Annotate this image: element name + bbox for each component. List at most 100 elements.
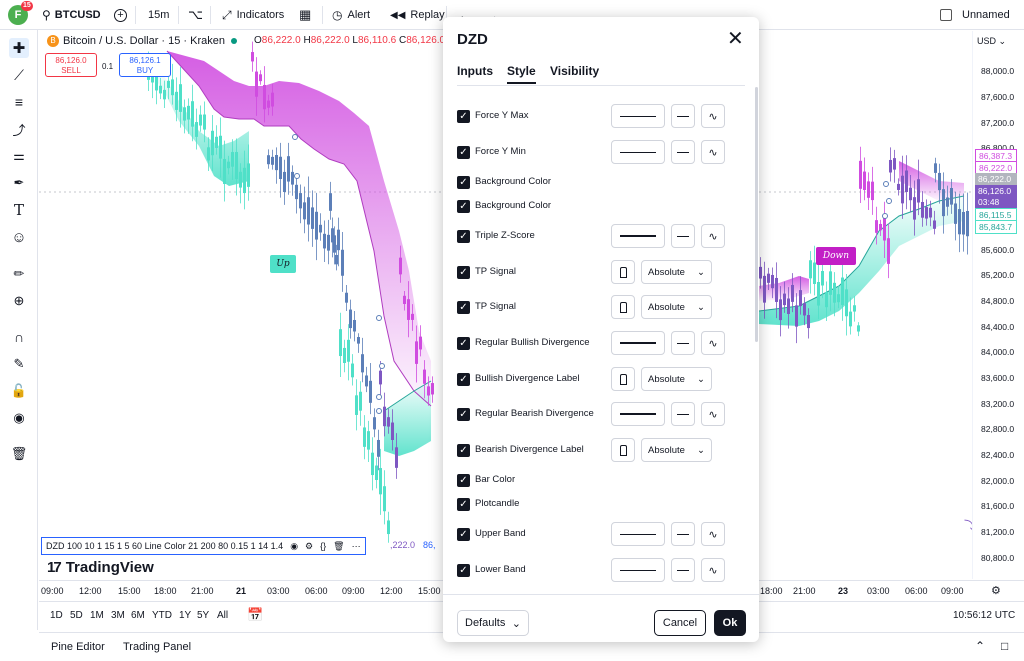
- checkbox[interactable]: ✓: [457, 473, 470, 487]
- line-width-button[interactable]: [671, 522, 695, 546]
- compare-add-button[interactable]: +: [114, 0, 127, 30]
- order-quantity[interactable]: 0.1: [102, 62, 114, 71]
- cancel-button[interactable]: Cancel: [654, 610, 706, 636]
- line-style-button[interactable]: ∿: [701, 224, 725, 248]
- maximize-panel-icon[interactable]: □: [1001, 639, 1009, 653]
- range-button-5d[interactable]: 5D: [70, 610, 83, 621]
- checkbox[interactable]: ✓: [457, 527, 470, 541]
- line-color-swatch[interactable]: [611, 558, 665, 582]
- range-button-5y[interactable]: 5Y: [197, 610, 210, 621]
- range-button-3m[interactable]: 3M: [111, 610, 125, 621]
- checkbox[interactable]: ✓: [457, 265, 470, 279]
- line-color-swatch[interactable]: [611, 224, 665, 248]
- trading-panel-tab[interactable]: Trading Panel: [123, 641, 192, 653]
- line-width-button[interactable]: [671, 558, 695, 582]
- user-avatar[interactable]: F 15: [8, 1, 33, 25]
- tab-style[interactable]: Style: [507, 64, 536, 84]
- dialog-scrollbar[interactable]: [755, 87, 758, 342]
- line-color-swatch[interactable]: [611, 402, 665, 426]
- range-button-6m[interactable]: 6M: [131, 610, 145, 621]
- eye-icon[interactable]: ◉: [290, 540, 299, 551]
- clock-display[interactable]: 10:56:12 UTC: [953, 610, 1016, 621]
- stay-in-drawing-tool[interactable]: ✎: [9, 354, 29, 374]
- sell-button[interactable]: 86,126.0 SELL: [45, 53, 97, 77]
- location-select[interactable]: Absolute ⌄: [641, 438, 712, 462]
- settings-icon[interactable]: ⚙: [305, 540, 314, 551]
- range-button-1d[interactable]: 1D: [50, 610, 63, 621]
- range-button-ytd[interactable]: YTD: [152, 610, 172, 621]
- line-color-swatch[interactable]: [611, 331, 665, 355]
- trend-line-tool[interactable]: ⟋: [9, 65, 29, 85]
- indicator-legend[interactable]: DZD 100 10 1 15 1 5 60 Line Color 21 200…: [41, 537, 366, 555]
- buy-button[interactable]: 86,126.1 BUY: [119, 53, 171, 77]
- hide-drawings-tool[interactable]: ◉: [9, 408, 29, 428]
- tradingview-logo[interactable]: 17 TradingView: [47, 559, 154, 576]
- collapse-panel-icon[interactable]: ⌃: [975, 639, 986, 653]
- price-chart-canvas[interactable]: [39, 31, 972, 579]
- magnet-tool[interactable]: ∩: [9, 327, 29, 347]
- time-axis-settings-icon[interactable]: ⚙: [991, 585, 1001, 597]
- chart-type-button[interactable]: ⌥: [188, 0, 203, 30]
- tab-inputs[interactable]: Inputs: [457, 64, 493, 78]
- prediction-tool[interactable]: ⚌: [9, 146, 29, 166]
- checkbox[interactable]: ✓: [457, 199, 470, 213]
- replay-button[interactable]: ◀◀ Replay: [390, 9, 445, 21]
- tab-visibility[interactable]: Visibility: [550, 64, 600, 78]
- checkbox[interactable]: ✓: [457, 300, 470, 314]
- line-style-button[interactable]: ∿: [701, 402, 725, 426]
- ok-button[interactable]: Ok: [714, 610, 746, 636]
- checkbox[interactable]: ✓: [457, 497, 470, 511]
- line-width-button[interactable]: [671, 224, 695, 248]
- line-width-button[interactable]: [671, 104, 695, 128]
- line-color-swatch[interactable]: [611, 522, 665, 546]
- checkbox[interactable]: ✓: [457, 372, 470, 386]
- line-width-button[interactable]: [671, 402, 695, 426]
- checkbox[interactable]: ✓: [457, 175, 470, 189]
- brush-tool[interactable]: ✒: [9, 173, 29, 193]
- location-select[interactable]: Absolute ⌄: [641, 367, 712, 391]
- close-icon[interactable]: ✕: [727, 28, 744, 50]
- checkbox[interactable]: ✓: [457, 109, 470, 123]
- indicators-button[interactable]: ⤢ Indicators: [222, 7, 285, 22]
- line-style-button[interactable]: ∿: [701, 558, 725, 582]
- templates-button[interactable]: ▦: [299, 0, 311, 30]
- source-code-icon[interactable]: {}: [320, 541, 327, 551]
- checkbox[interactable]: ✓: [457, 443, 470, 457]
- line-style-button[interactable]: ∿: [701, 140, 725, 164]
- range-button-all[interactable]: All: [217, 610, 229, 621]
- pattern-tool[interactable]: ⤴: [9, 119, 29, 139]
- remove-drawings-tool[interactable]: 🗑: [9, 444, 29, 464]
- price-axis[interactable]: USD ⌄ 88,000.0 87,600.0 87,200.0 86,800.0 85…: [972, 31, 1024, 579]
- location-select[interactable]: Absolute ⌄: [641, 260, 712, 284]
- text-tool[interactable]: T: [9, 200, 29, 220]
- symbol-search-button[interactable]: ⚲ BTCUSD: [42, 8, 101, 22]
- trash-icon[interactable]: 🗑: [333, 540, 345, 551]
- checkbox[interactable]: ✓: [457, 563, 470, 577]
- more-icon[interactable]: ⋯: [351, 540, 361, 551]
- range-button-1y[interactable]: 1Y: [179, 610, 192, 621]
- crosshair-tool[interactable]: ✚: [9, 38, 29, 58]
- line-style-button[interactable]: ∿: [701, 522, 725, 546]
- checkbox[interactable]: ✓: [457, 407, 470, 421]
- location-select[interactable]: Absolute ⌄: [641, 295, 712, 319]
- line-width-button[interactable]: [671, 331, 695, 355]
- line-color-swatch[interactable]: [611, 140, 665, 164]
- line-width-button[interactable]: [671, 140, 695, 164]
- shape-color-swatch[interactable]: [611, 367, 635, 391]
- currency-selector[interactable]: USD ⌄: [977, 36, 1007, 46]
- line-style-button[interactable]: ∿: [701, 104, 725, 128]
- goto-date-icon[interactable]: 📅: [247, 607, 264, 622]
- checkbox[interactable]: ✓: [457, 229, 470, 243]
- measure-tool[interactable]: ✏: [9, 264, 29, 284]
- zoom-tool[interactable]: ⊕: [9, 291, 29, 311]
- pine-editor-tab[interactable]: Pine Editor: [51, 641, 105, 653]
- alert-button[interactable]: ◷ Alert: [332, 8, 371, 22]
- lock-drawings-tool[interactable]: 🔓: [9, 381, 29, 401]
- defaults-dropdown[interactable]: Defaults ⌄: [457, 610, 529, 636]
- emoji-tool[interactable]: ☺: [9, 227, 29, 247]
- range-button-1m[interactable]: 1M: [90, 610, 104, 621]
- shape-color-swatch[interactable]: [611, 260, 635, 284]
- shape-color-swatch[interactable]: [611, 438, 635, 462]
- checkbox[interactable]: ✓: [457, 336, 470, 350]
- line-color-swatch[interactable]: [611, 104, 665, 128]
